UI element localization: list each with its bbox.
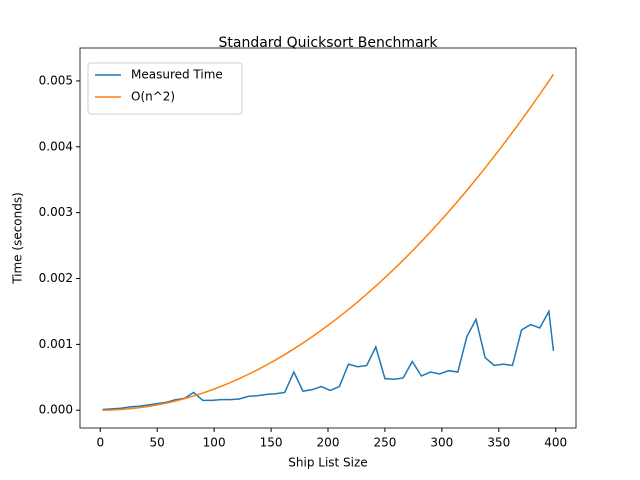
y-tick-label: 0.001 [39,337,73,351]
x-tick-label: 0 [96,436,104,450]
x-tick-label: 200 [317,436,340,450]
x-tick-label: 50 [150,436,165,450]
y-tick-label: 0.002 [39,271,73,285]
x-tick-label: 350 [487,436,510,450]
y-tick-label: 0.003 [39,205,73,219]
x-tick-label: 400 [544,436,567,450]
x-axis-label: Ship List Size [288,456,367,470]
plot-frame [79,47,577,429]
y-tick-label: 0.004 [39,139,73,153]
x-tick-label: 300 [430,436,453,450]
x-tick-label: 250 [373,436,396,450]
legend-label: Measured Time [131,68,223,82]
legend-box [87,62,243,115]
x-tick-label: 150 [260,436,283,450]
data-line [102,309,555,411]
chart-title: Standard Quicksort Benchmark [218,35,438,51]
data-line [102,73,555,411]
y-axis-label: Time (seconds) [11,192,25,285]
legend-label: O(n^2) [131,90,175,104]
y-tick-label: 0.005 [39,73,73,87]
x-tick-label: 100 [203,436,226,450]
y-tick-label: 0.000 [39,403,73,417]
